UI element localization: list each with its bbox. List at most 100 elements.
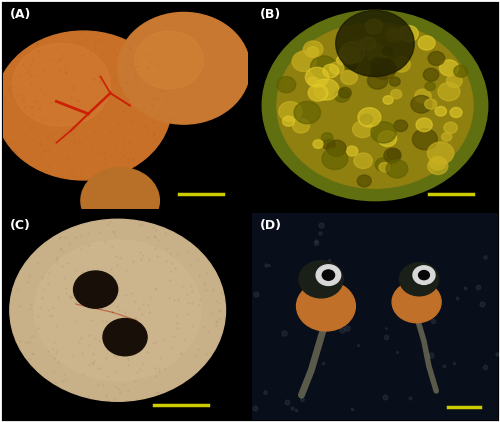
Circle shape [276, 76, 295, 93]
Circle shape [323, 64, 338, 78]
Circle shape [34, 240, 201, 381]
Circle shape [375, 158, 392, 172]
Circle shape [418, 271, 430, 280]
Circle shape [424, 99, 437, 109]
Circle shape [346, 146, 358, 156]
Circle shape [307, 47, 318, 57]
Circle shape [314, 79, 339, 100]
Circle shape [388, 29, 400, 39]
Circle shape [306, 67, 329, 87]
Circle shape [81, 168, 160, 234]
Circle shape [322, 133, 333, 143]
Circle shape [383, 96, 393, 104]
Circle shape [372, 59, 396, 79]
Circle shape [322, 270, 334, 280]
Circle shape [310, 87, 325, 100]
Circle shape [372, 57, 384, 68]
Circle shape [322, 148, 347, 170]
Circle shape [296, 281, 356, 331]
Circle shape [390, 77, 400, 86]
Circle shape [416, 118, 432, 132]
Circle shape [428, 157, 448, 175]
Circle shape [12, 43, 110, 126]
Circle shape [415, 89, 431, 103]
Circle shape [0, 31, 172, 180]
Circle shape [326, 140, 346, 157]
Circle shape [384, 148, 401, 163]
Circle shape [392, 57, 410, 72]
Circle shape [353, 40, 365, 49]
Circle shape [382, 47, 392, 55]
Circle shape [262, 11, 488, 200]
Circle shape [330, 62, 344, 74]
Circle shape [316, 265, 340, 285]
Circle shape [444, 122, 458, 133]
Circle shape [428, 51, 444, 65]
Circle shape [394, 120, 407, 132]
Circle shape [446, 74, 462, 88]
Circle shape [308, 84, 328, 101]
Circle shape [277, 23, 473, 188]
Circle shape [336, 11, 414, 76]
Circle shape [118, 13, 250, 124]
Circle shape [354, 153, 372, 168]
Circle shape [352, 121, 372, 138]
Circle shape [379, 162, 390, 172]
Circle shape [308, 77, 318, 86]
Circle shape [440, 60, 458, 76]
Circle shape [399, 26, 418, 42]
Circle shape [387, 149, 400, 160]
Circle shape [418, 36, 435, 50]
Circle shape [413, 266, 435, 284]
Circle shape [400, 263, 438, 296]
Circle shape [304, 41, 323, 57]
Circle shape [442, 133, 452, 141]
Circle shape [340, 70, 357, 84]
Circle shape [340, 42, 365, 63]
Circle shape [323, 139, 335, 150]
Circle shape [366, 19, 382, 34]
Circle shape [360, 114, 372, 124]
Circle shape [345, 60, 357, 70]
Circle shape [357, 175, 372, 187]
Text: (D): (D) [260, 219, 282, 232]
Text: (C): (C) [10, 219, 30, 232]
Text: (B): (B) [260, 8, 281, 22]
Circle shape [103, 319, 147, 356]
Circle shape [424, 68, 438, 81]
Circle shape [282, 116, 294, 126]
Circle shape [338, 87, 351, 98]
Circle shape [428, 142, 454, 164]
Circle shape [412, 129, 438, 150]
Circle shape [392, 281, 441, 323]
Circle shape [367, 45, 388, 62]
Circle shape [358, 108, 381, 127]
Circle shape [74, 271, 118, 308]
Circle shape [450, 108, 462, 118]
Circle shape [386, 28, 402, 42]
Circle shape [339, 47, 359, 64]
Text: (A): (A) [10, 8, 31, 22]
Circle shape [310, 56, 337, 78]
Circle shape [278, 102, 302, 121]
Circle shape [430, 156, 446, 170]
Circle shape [438, 82, 460, 101]
Circle shape [454, 65, 468, 77]
Circle shape [378, 131, 396, 146]
Circle shape [390, 89, 402, 99]
Circle shape [334, 89, 350, 102]
Circle shape [292, 51, 316, 71]
Circle shape [361, 37, 376, 50]
Circle shape [425, 82, 435, 91]
Circle shape [294, 101, 320, 124]
Circle shape [368, 72, 388, 89]
Circle shape [313, 140, 323, 149]
Circle shape [135, 31, 203, 89]
Circle shape [411, 95, 432, 113]
Circle shape [299, 261, 343, 298]
Circle shape [344, 60, 356, 70]
Circle shape [386, 160, 408, 178]
Circle shape [10, 219, 226, 401]
Circle shape [435, 106, 446, 116]
Circle shape [292, 119, 310, 133]
